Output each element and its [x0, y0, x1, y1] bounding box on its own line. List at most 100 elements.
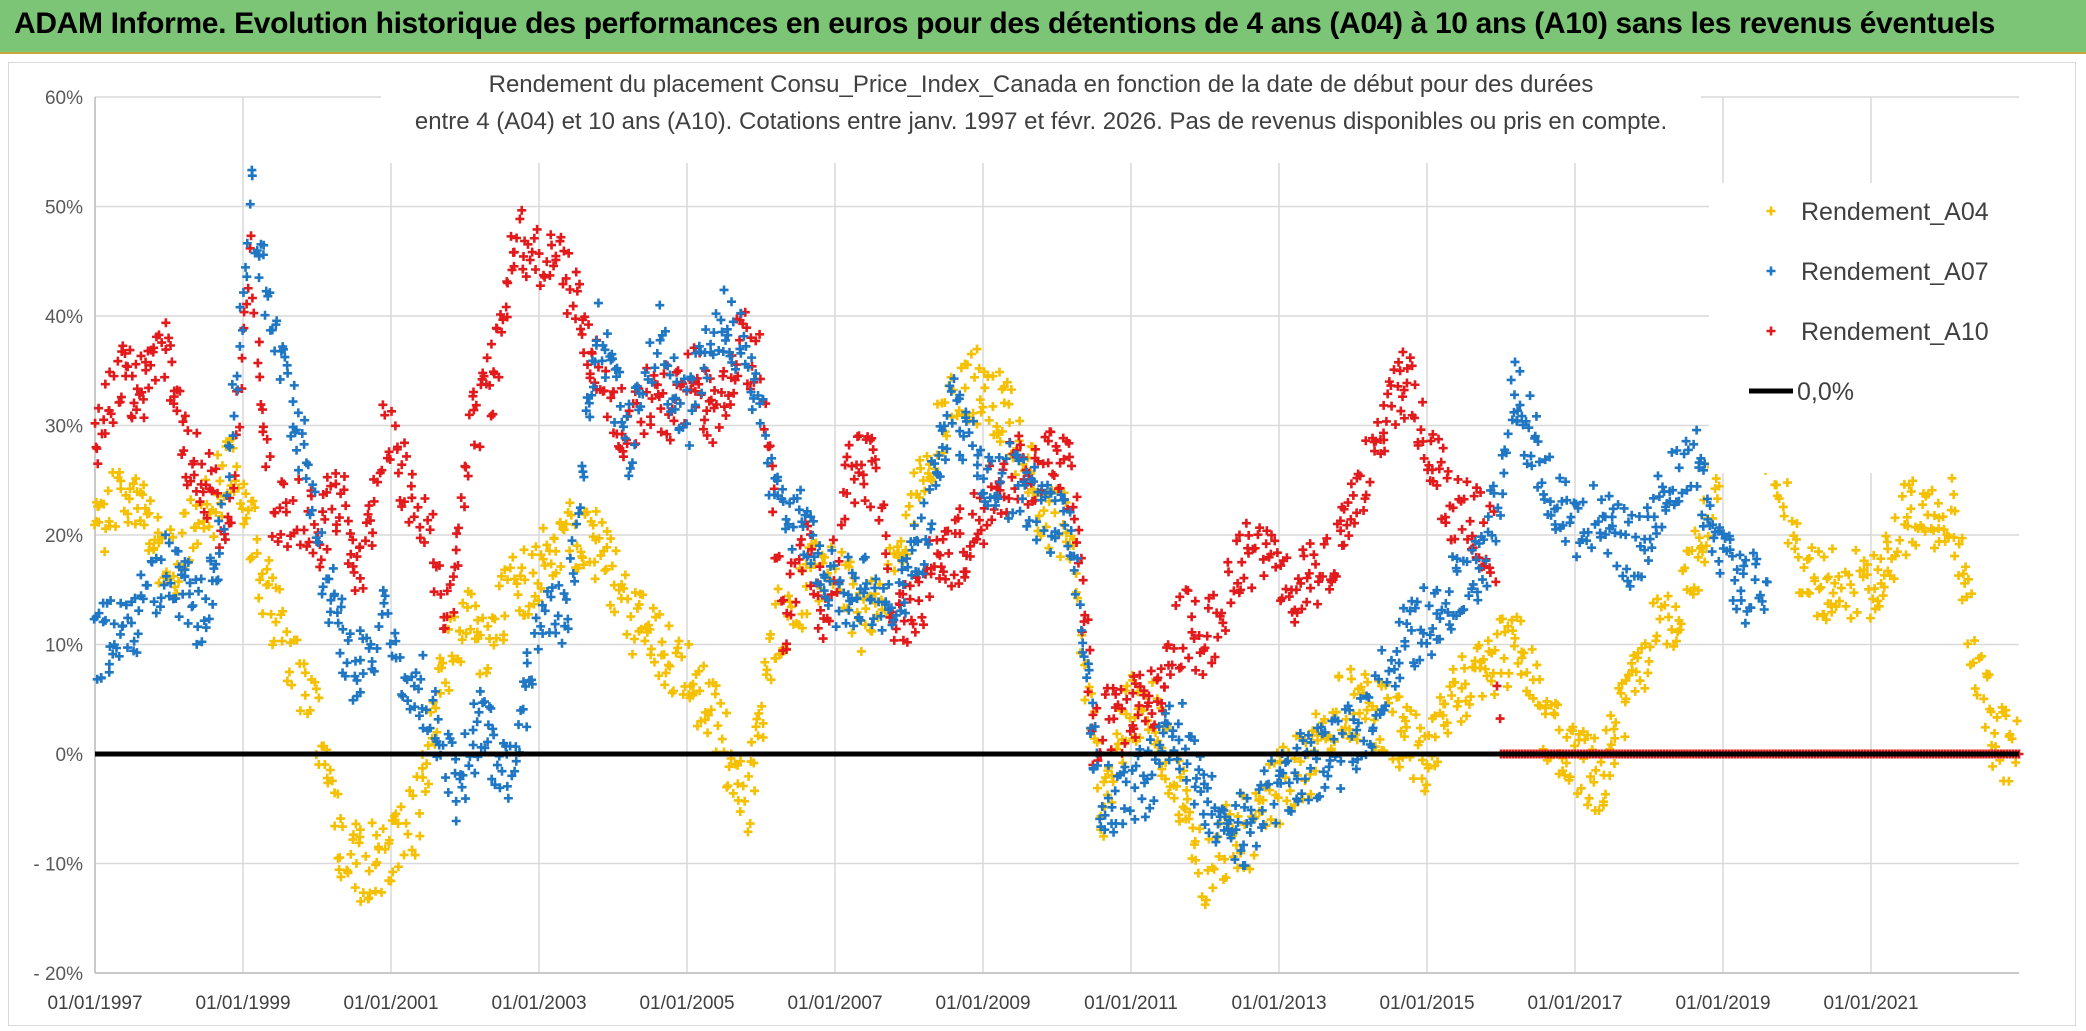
data-point-rendement-a10: [459, 502, 469, 512]
data-point-rendement-a07: [1654, 492, 1664, 502]
data-point-rendement-a07: [317, 528, 327, 538]
data-point-rendement-a10: [665, 435, 675, 445]
data-point-rendement-a07: [514, 720, 524, 730]
data-point-rendement-a10: [1390, 420, 1400, 430]
data-point-rendement-a04: [149, 543, 159, 553]
data-point-rendement-a10: [456, 493, 466, 503]
data-point-rendement-a04: [1417, 774, 1427, 784]
data-point-rendement-a04: [432, 727, 442, 737]
data-point-rendement-a04: [1637, 643, 1647, 653]
data-point-rendement-a07: [781, 514, 791, 524]
data-point-rendement-a04: [1527, 644, 1537, 654]
data-point-rendement-a04: [508, 552, 518, 562]
data-point-rendement-a04: [351, 858, 361, 868]
data-point-rendement-a10: [1130, 732, 1140, 742]
data-point-rendement-a10: [1078, 575, 1088, 585]
data-point-rendement-a07: [1435, 614, 1445, 624]
data-point-rendement-a04: [1970, 684, 1980, 694]
data-point-rendement-a07: [222, 491, 232, 501]
data-point-rendement-a07: [1719, 529, 1729, 539]
data-point-rendement-a10: [908, 619, 918, 629]
data-point-rendement-a04: [1394, 692, 1404, 702]
data-point-rendement-a04: [1209, 864, 1219, 874]
data-point-rendement-a10: [824, 616, 834, 626]
data-point-rendement-a07: [1349, 715, 1359, 725]
data-point-rendement-a04: [1589, 777, 1599, 787]
data-point-rendement-a04: [335, 853, 345, 863]
data-point-rendement-a10: [1059, 454, 1069, 464]
data-point-rendement-a07: [1258, 819, 1268, 829]
data-point-rendement-a04: [401, 818, 411, 828]
data-point-rendement-a04: [123, 517, 133, 527]
data-point-rendement-a07: [1078, 638, 1088, 648]
data-point-rendement-a10: [1189, 633, 1199, 643]
data-point-rendement-a04: [926, 475, 936, 485]
data-point-rendement-a07: [1198, 809, 1208, 819]
data-point-rendement-a10: [860, 496, 870, 506]
data-point-rendement-a07: [1640, 545, 1650, 555]
data-point-rendement-a07: [106, 596, 116, 606]
data-point-rendement-a07: [1019, 454, 1029, 464]
data-point-rendement-a07: [761, 430, 771, 440]
data-point-rendement-a04: [1214, 851, 1224, 861]
data-point-rendement-a04: [393, 862, 403, 872]
data-point-rendement-a07: [1736, 586, 1746, 596]
data-point-rendement-a10: [711, 399, 721, 409]
data-point-rendement-a10: [407, 469, 417, 479]
data-point-rendement-a04: [447, 651, 457, 661]
data-point-rendement-a07: [224, 472, 234, 482]
data-point-rendement-a07: [1741, 555, 1751, 565]
data-point-rendement-a10: [658, 388, 668, 398]
data-point-rendement-a10: [331, 526, 341, 536]
data-point-rendement-a10: [150, 375, 160, 385]
data-point-rendement-a07: [174, 562, 184, 572]
data-point-rendement-a07: [522, 722, 532, 732]
data-point-rendement-a07: [1546, 510, 1556, 520]
data-point-rendement-a04: [713, 721, 723, 731]
data-point-rendement-a07: [1177, 698, 1187, 708]
data-point-rendement-a07: [1509, 390, 1519, 400]
data-point-rendement-a04: [1508, 626, 1518, 636]
data-point-rendement-a10: [987, 515, 997, 525]
data-point-rendement-a04: [1606, 740, 1616, 750]
data-point-rendement-a07: [889, 615, 899, 625]
data-point-rendement-a04: [258, 609, 268, 619]
data-point-rendement-a10: [202, 513, 212, 523]
data-point-rendement-a07: [964, 428, 974, 438]
data-point-rendement-a07: [1103, 793, 1113, 803]
data-point-rendement-a04: [797, 623, 807, 633]
data-point-rendement-a07: [727, 357, 737, 367]
data-point-rendement-a07: [542, 586, 552, 596]
data-point-rendement-a07: [600, 345, 610, 355]
data-point-rendement-a07: [731, 364, 741, 374]
data-point-rendement-a04: [1553, 700, 1563, 710]
data-point-rendement-a10: [127, 371, 137, 381]
data-point-rendement-a07: [1088, 698, 1098, 708]
data-point-rendement-a04: [1870, 584, 1880, 594]
data-point-rendement-a04: [786, 602, 796, 612]
data-point-rendement-a07: [390, 628, 400, 638]
data-point-rendement-a10: [207, 486, 217, 496]
data-point-rendement-a04: [1591, 765, 1601, 775]
data-point-rendement-a04: [396, 802, 406, 812]
data-point-rendement-a10: [826, 590, 836, 600]
data-point-rendement-a04: [1831, 602, 1841, 612]
data-point-rendement-a07: [815, 580, 825, 590]
data-point-rendement-a04: [348, 830, 358, 840]
data-point-rendement-a07: [1752, 554, 1762, 564]
data-point-rendement-a10: [192, 428, 202, 438]
x-tick-label: 01/01/2005: [639, 993, 734, 1014]
data-point-rendement-a10: [339, 471, 349, 481]
data-point-rendement-a07: [438, 740, 448, 750]
data-point-rendement-a07: [1230, 855, 1240, 865]
data-point-rendement-a10: [943, 526, 953, 536]
data-point-rendement-a10: [1049, 470, 1059, 480]
data-point-rendement-a10: [1453, 474, 1463, 484]
data-point-rendement-a07: [1390, 681, 1400, 691]
data-point-rendement-a07: [591, 336, 601, 346]
data-point-rendement-a04: [168, 532, 178, 542]
data-point-rendement-a10: [397, 460, 407, 470]
data-point-rendement-a04: [247, 552, 257, 562]
data-point-rendement-a04: [1652, 631, 1662, 641]
data-point-rendement-a10: [844, 440, 854, 450]
